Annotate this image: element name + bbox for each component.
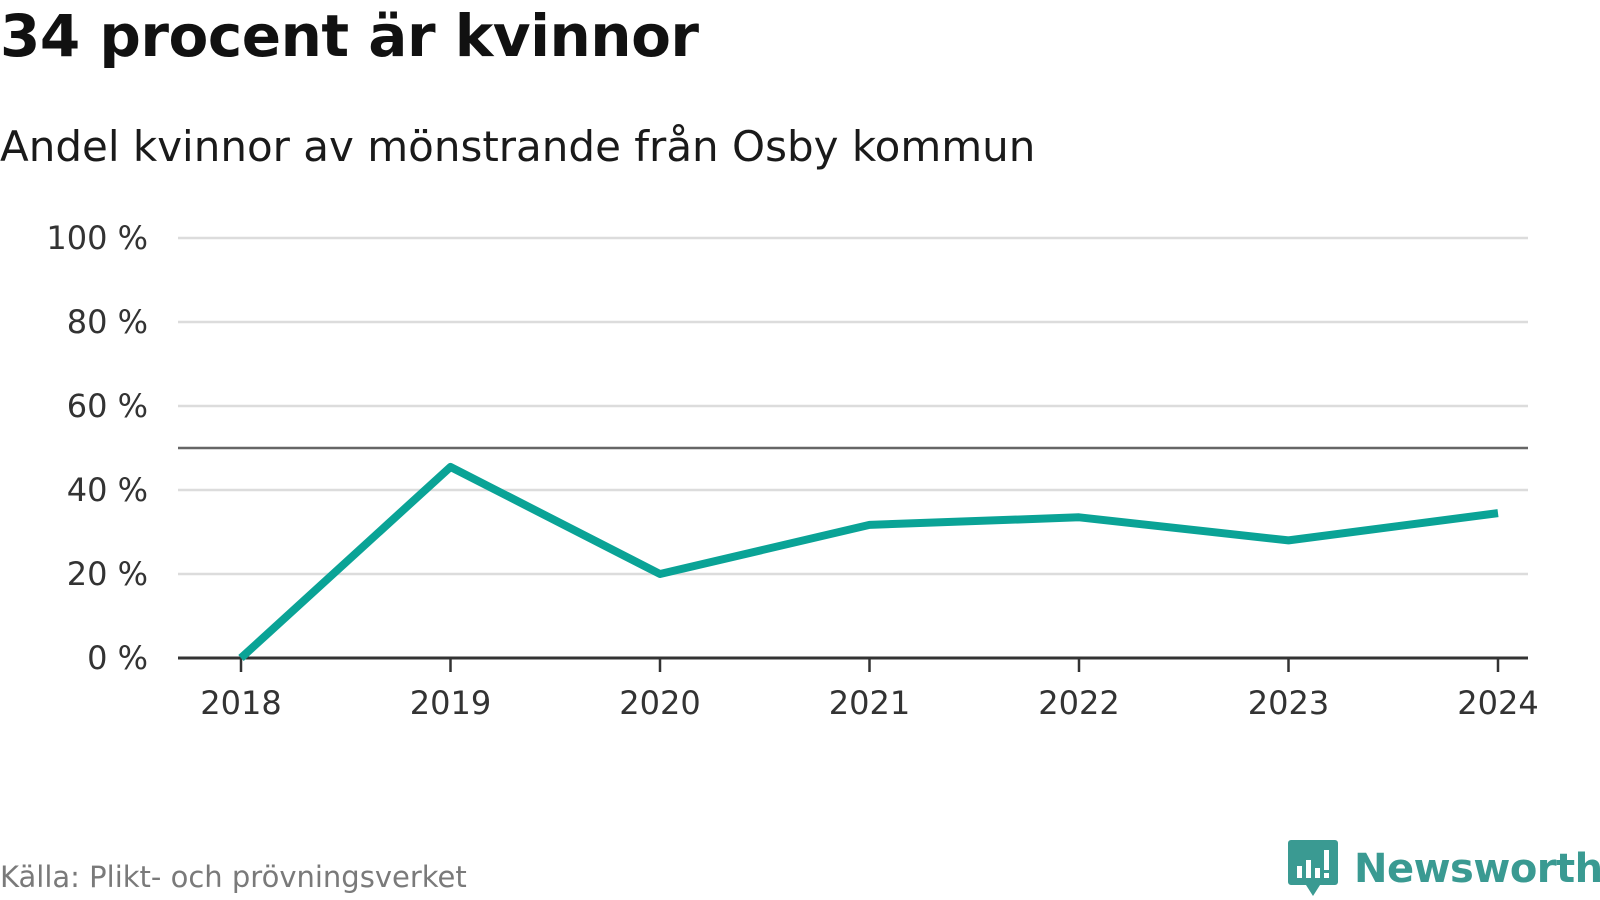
- y-tick-label: 40 %: [67, 471, 148, 509]
- x-axis-ticks: 2018 2019 2020 2021 2022 2023 2024: [200, 658, 1539, 722]
- x-tick-label: 2020: [619, 684, 700, 722]
- y-axis-ticks: 0 % 20 % 40 % 60 % 80 % 100 %: [46, 219, 148, 677]
- source-note: Källa: Plikt- och prövningsverket: [0, 860, 467, 894]
- x-tick-label: 2022: [1038, 684, 1119, 722]
- y-tick-label: 60 %: [67, 387, 148, 425]
- x-tick-label: 2019: [410, 684, 491, 722]
- series-group: [238, 462, 1499, 661]
- grid-lines: [178, 236, 1528, 576]
- chart-title: 34 procent är kvinnor: [0, 2, 699, 70]
- y-tick-label: 80 %: [67, 303, 148, 341]
- bar-chart-speech-bubble-icon: [1288, 840, 1338, 896]
- newsworthy-logo: Newsworthy: [1288, 840, 1600, 898]
- y-tick-label: 0 %: [87, 639, 148, 677]
- series-line: [238, 462, 1499, 661]
- y-tick-label: 20 %: [67, 555, 148, 593]
- chart-subtitle: Andel kvinnor av mönstrande från Osby ko…: [0, 122, 1036, 171]
- x-tick-label: 2021: [829, 684, 910, 722]
- x-tick-label: 2024: [1457, 684, 1538, 722]
- logo-text: Newsworthy: [1354, 846, 1600, 892]
- y-tick-label: 100 %: [46, 219, 148, 257]
- x-tick-label: 2018: [200, 684, 281, 722]
- x-tick-label: 2023: [1248, 684, 1329, 722]
